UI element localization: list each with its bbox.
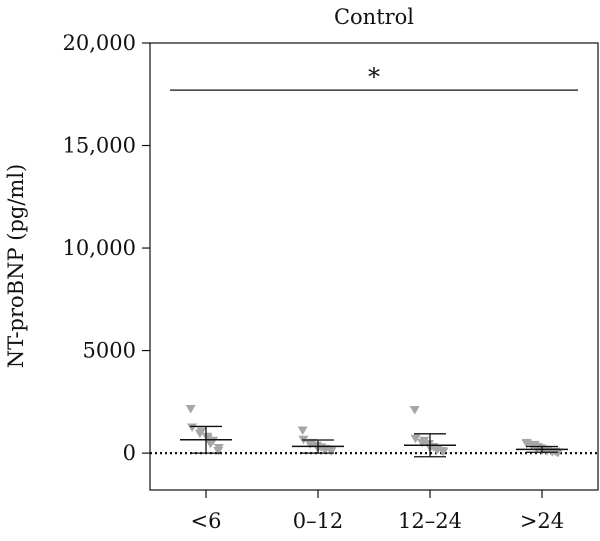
x-tick-label: >24 bbox=[520, 509, 564, 533]
plot-frame bbox=[149, 42, 599, 491]
y-tick-label: 0 bbox=[123, 441, 136, 465]
data-point bbox=[194, 429, 205, 439]
chart-title: Control bbox=[334, 5, 414, 29]
data-point bbox=[297, 426, 308, 436]
y-tick-label: 10,000 bbox=[63, 236, 136, 260]
data-point bbox=[187, 423, 198, 432]
significance-label: * bbox=[368, 63, 380, 91]
data-point bbox=[213, 447, 224, 456]
data-point bbox=[410, 434, 421, 444]
data-point bbox=[438, 447, 449, 457]
data-point bbox=[409, 406, 420, 415]
data-point bbox=[552, 448, 563, 458]
data-point bbox=[326, 447, 337, 456]
y-tick-label: 15,000 bbox=[63, 134, 136, 158]
data-point bbox=[185, 405, 196, 414]
y-tick-label: 20,000 bbox=[63, 31, 136, 55]
x-tick-label: 0–12 bbox=[293, 509, 344, 533]
x-tick-label: <6 bbox=[191, 509, 222, 533]
y-tick-label: 5000 bbox=[83, 339, 136, 363]
y-axis-label: NT-proBNP (pg/ml) bbox=[4, 164, 28, 368]
plot-area: 0 5000 10,000 15,000 20,000 <6 0–12 12–24 >24 * bbox=[63, 31, 599, 533]
x-tick-label: 12–24 bbox=[398, 509, 462, 533]
data-point bbox=[205, 439, 216, 449]
